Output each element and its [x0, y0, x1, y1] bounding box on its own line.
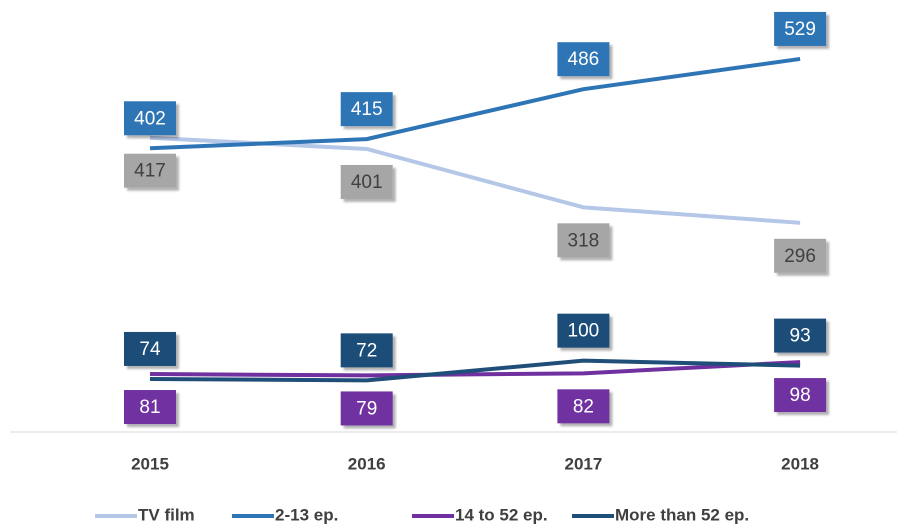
label-box — [774, 378, 827, 413]
data-label: 100 — [568, 321, 600, 342]
data-label: 81 — [139, 397, 160, 418]
label-box — [124, 390, 176, 425]
label-box — [774, 11, 827, 46]
x-tick-label: 2016 — [348, 454, 386, 473]
data-label: 401 — [351, 172, 383, 193]
series-line — [149, 135, 801, 225]
label-box — [557, 42, 610, 77]
label-box — [774, 238, 827, 273]
label-box — [340, 391, 393, 426]
data-label: 417 — [134, 161, 166, 182]
data-label: 296 — [784, 246, 816, 267]
data-label: 402 — [134, 108, 166, 129]
data-label: 79 — [356, 398, 377, 419]
x-tick-label: 2018 — [781, 454, 819, 473]
data-label: 529 — [784, 19, 816, 40]
data-label: 93 — [790, 326, 811, 347]
data-label: 98 — [790, 385, 811, 406]
label-box — [340, 333, 393, 368]
label-box — [774, 318, 827, 353]
legend-label: 14 to 52 ep. — [455, 505, 548, 524]
label-box — [124, 153, 176, 188]
label-box — [557, 313, 610, 348]
label-box — [124, 101, 176, 136]
label-box — [340, 164, 393, 199]
label-box — [557, 389, 610, 424]
series-line — [149, 56, 801, 151]
legend-label: TV film — [138, 505, 195, 524]
data-label: 415 — [351, 99, 383, 120]
data-label: 74 — [139, 339, 161, 360]
label-box — [340, 92, 393, 127]
label-box — [124, 331, 176, 366]
legend-label: 2-13 ep. — [275, 505, 338, 524]
legend-label: More than 52 ep. — [615, 505, 749, 524]
data-label: 72 — [356, 340, 377, 361]
series-line — [149, 360, 801, 378]
data-label: 82 — [573, 396, 594, 417]
series-line — [149, 358, 801, 383]
data-label: 318 — [568, 230, 600, 251]
data-label: 486 — [568, 49, 600, 70]
x-tick-label: 2017 — [564, 454, 602, 473]
label-box — [557, 223, 610, 258]
x-tick-label: 2015 — [131, 454, 169, 473]
